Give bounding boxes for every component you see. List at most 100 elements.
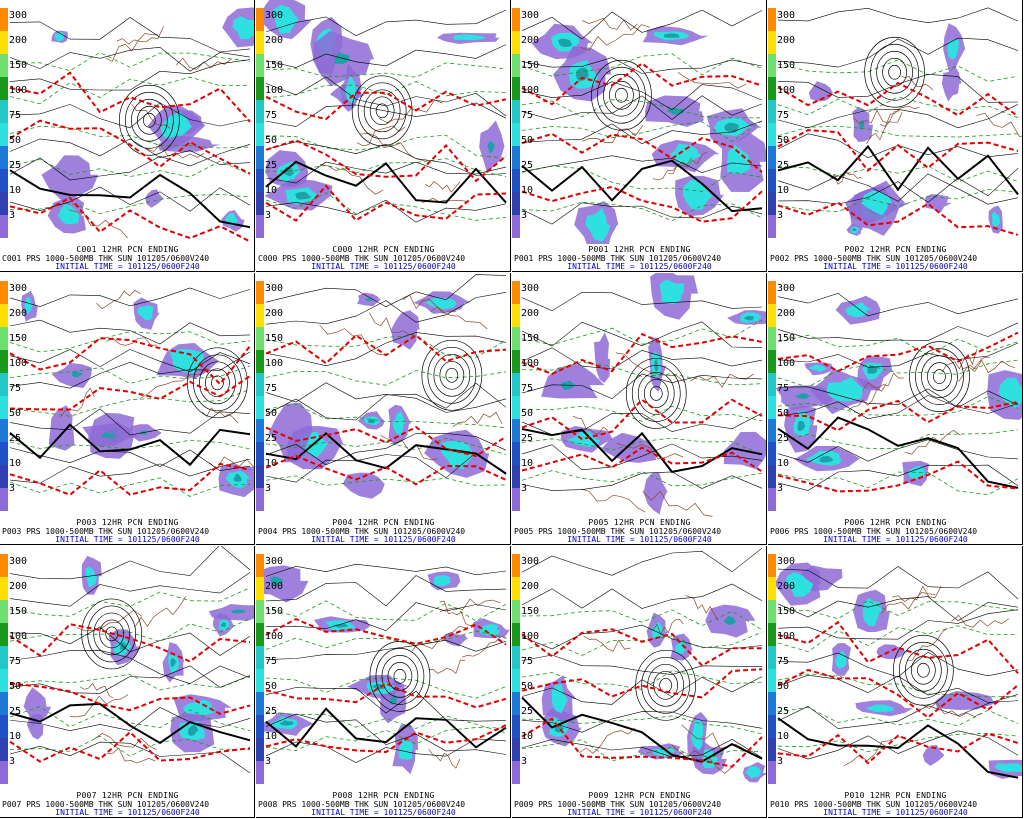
geography-line: [853, 109, 901, 125]
color-scale-band: [256, 31, 264, 54]
precip-area-moderate: [85, 566, 98, 588]
precip-area-heavy: [723, 615, 736, 625]
color-scale-band: [256, 488, 264, 511]
scale-tick-label: 200: [521, 35, 540, 46]
thickness-dashed-line: [777, 668, 1019, 719]
color-scale-band: [768, 488, 776, 511]
panel-initial-time: INITIAL TIME = 101125/0600F240: [55, 808, 200, 817]
precip-area-heavy: [365, 298, 373, 302]
precip-area-moderate: [994, 763, 1022, 773]
thickness-contour: [9, 193, 251, 215]
color-scale-band: [512, 350, 520, 373]
geography-line: [356, 125, 406, 147]
isobar: [521, 547, 763, 576]
scale-tick-label: 300: [777, 283, 796, 294]
low-pressure-isobar: [921, 355, 958, 398]
forecast-panel-p006: 300 200 150 100 75 50 25 10 3 P006 12HR PCN ENDIN…: [768, 273, 1023, 545]
scale-tick-label: 300: [9, 283, 28, 294]
scale-tick-label: 75: [265, 656, 278, 667]
isobar: [777, 7, 1019, 24]
scale-tick-label: 50: [521, 135, 534, 146]
geography-line: [106, 747, 156, 764]
low-pressure-isobar: [369, 641, 431, 712]
precip-area-moderate: [808, 364, 828, 372]
panel-title: P003 12HR PCN ENDING: [76, 518, 179, 527]
thickness-contour: [777, 732, 1019, 753]
isobar: [777, 730, 1019, 760]
thickness-contour: [9, 389, 251, 417]
isobar: [521, 654, 763, 675]
isobar: [521, 57, 763, 74]
scale-tick-label: 300: [265, 283, 284, 294]
precip-area-light: [925, 194, 953, 213]
precip-area-heavy: [852, 228, 857, 231]
thickness-dashed-line: [9, 462, 251, 496]
panel-title: C000 12HR PCN ENDING: [332, 245, 435, 254]
panel-initial-time: INITIAL TIME = 101125/0600F240: [311, 262, 456, 271]
isobar: [265, 274, 507, 308]
panel-parameter-line: P008 PRS 1000-500MB THK SUN 101205/0600V…: [258, 800, 466, 809]
scale-tick-label: 150: [521, 333, 540, 344]
precip-area-heavy: [819, 456, 834, 463]
color-scale-band: [512, 442, 520, 465]
precip-area-heavy: [332, 623, 349, 628]
scale-tick-label: 300: [777, 556, 796, 567]
scale-tick-label: 150: [9, 333, 28, 344]
forecast-map: [256, 563, 510, 775]
scale-tick-label: 75: [9, 656, 22, 667]
scale-tick-label: 50: [9, 135, 22, 146]
forecast-map: [775, 292, 1022, 496]
thickness-dashed-line: [521, 717, 763, 768]
precip-area-heavy: [71, 371, 83, 378]
precip-area-heavy: [220, 622, 226, 627]
scale-tick-label: 100: [777, 358, 796, 369]
isobar: [265, 713, 507, 755]
scale-tick-label: 200: [9, 581, 28, 592]
geography-line: [866, 112, 903, 145]
color-scale-band: [768, 8, 776, 31]
color-scale-band: [768, 304, 776, 327]
scale-tick-label: 100: [9, 85, 28, 96]
low-pressure-isobar: [445, 367, 459, 383]
isobar: [521, 471, 763, 491]
low-pressure-isobar: [375, 103, 389, 119]
scale-tick-label: 300: [521, 556, 540, 567]
panel-initial-time: INITIAL TIME = 101125/0600F240: [823, 262, 968, 271]
geography-line: [369, 312, 415, 335]
thickness-contour: [521, 361, 763, 386]
color-scale-band: [512, 692, 520, 715]
low-pressure-isobar: [635, 649, 696, 721]
scale-tick-label: 25: [9, 433, 22, 444]
geography-line: [428, 748, 461, 769]
thickness-dashed-line: [9, 196, 251, 243]
scale-tick-label: 100: [265, 85, 284, 96]
color-scale-band: [512, 465, 520, 488]
panel-title: P005 12HR PCN ENDING: [588, 518, 691, 527]
key-thickness-line: [521, 159, 763, 213]
precip-area-moderate: [785, 571, 814, 597]
panel-title: P006 12HR PCN ENDING: [844, 518, 947, 527]
geography-line: [583, 635, 631, 652]
geography-line: [642, 490, 713, 517]
scale-tick-label: 25: [521, 706, 534, 717]
scale-tick-label: 10: [521, 731, 534, 742]
precip-area-light: [643, 472, 668, 515]
thickness-dashed-line: [265, 682, 507, 709]
thickness-contour: [777, 125, 1019, 138]
precip-area-light: [541, 363, 605, 399]
panel-title: P010 12HR PCN ENDING: [844, 791, 947, 800]
thickness-contour: [265, 727, 507, 752]
geography-line: [421, 197, 467, 203]
thickness-contour: [521, 99, 763, 119]
isobar: [9, 458, 251, 484]
geography-line: [411, 626, 466, 652]
thickness-dashed-line: [777, 81, 1019, 118]
precip-area-moderate: [272, 4, 299, 34]
precip-area-light: [41, 155, 99, 201]
isobar: [265, 161, 507, 184]
scale-tick-label: 150: [265, 606, 284, 617]
panel-parameter-line: P003 PRS 1000-500MB THK SUN 101205/0600V…: [2, 527, 210, 536]
low-pressure-isobar: [199, 361, 236, 405]
color-scale-band: [768, 31, 776, 54]
color-scale-band: [0, 146, 8, 169]
